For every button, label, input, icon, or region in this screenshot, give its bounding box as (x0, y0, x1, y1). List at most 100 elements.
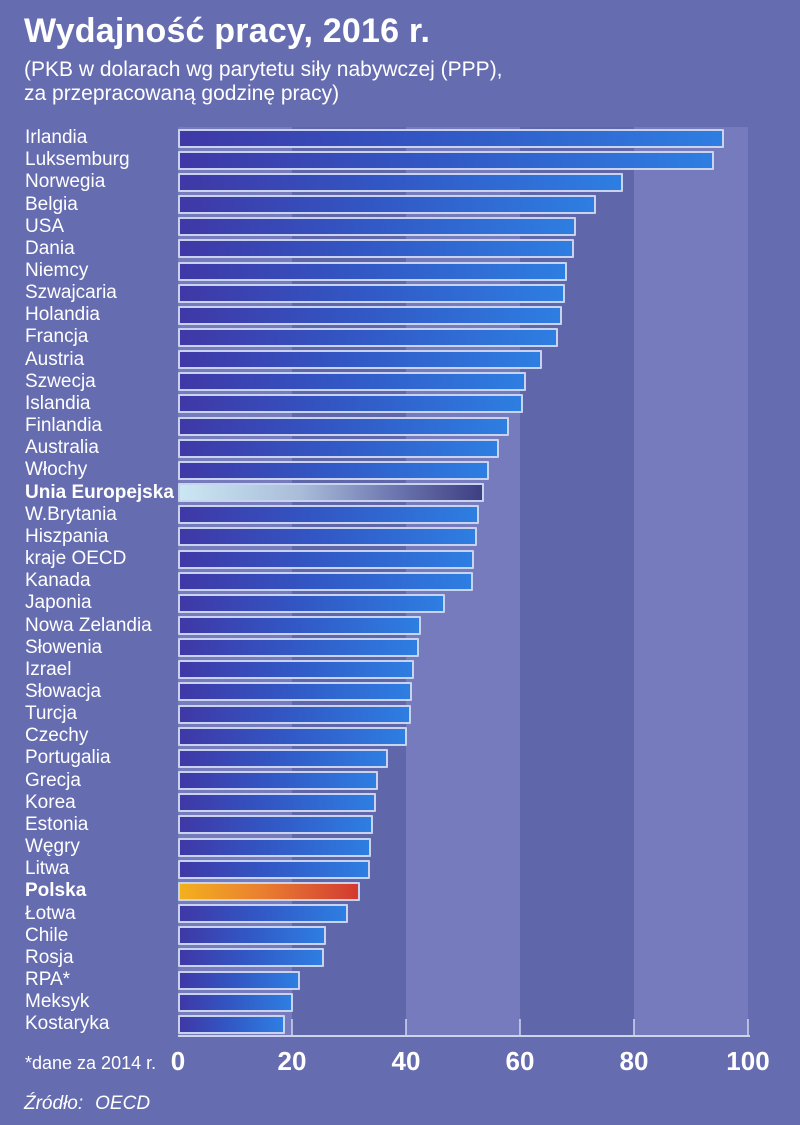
bar (178, 527, 477, 547)
bar-row: Nowa Zelandia (25, 614, 748, 636)
category-label: Chile (25, 924, 69, 946)
bar-row: Słowenia (25, 637, 748, 659)
category-label: Holandia (25, 304, 100, 326)
bar (178, 239, 574, 259)
bar-row: Norwegia (25, 171, 748, 193)
bar (178, 372, 527, 392)
x-axis-tick-label: 20 (277, 1046, 307, 1076)
bar (178, 815, 373, 835)
bar-row: W.Brytania (25, 504, 748, 526)
category-label: Czechy (25, 725, 89, 747)
bar-row: Japonia (25, 592, 748, 614)
category-label: Unia Europejska (25, 481, 174, 503)
bar (178, 660, 414, 680)
bar-row: Kanada (25, 570, 748, 592)
bar-row: Niemcy (25, 260, 748, 282)
category-label: Izrael (25, 658, 72, 680)
bar (178, 261, 567, 281)
category-label: Japonia (25, 592, 92, 614)
bar (178, 438, 500, 458)
bar-row: Luksemburg (25, 149, 748, 171)
category-label: Dania (25, 237, 75, 259)
source-text: Źródło: OECD (24, 1093, 150, 1115)
category-label: Australia (25, 437, 99, 459)
bar (178, 283, 566, 303)
category-label: Francja (25, 326, 89, 348)
category-label: Kanada (25, 570, 91, 592)
bar (178, 128, 725, 148)
bar-row: Dania (25, 238, 748, 260)
bar (178, 460, 490, 480)
bar (178, 793, 376, 813)
footnote: *dane za 2014 r. (25, 1053, 157, 1073)
bar-row: Chile (25, 925, 748, 947)
bar (178, 926, 327, 946)
bar (178, 483, 485, 503)
category-label: Korea (25, 791, 76, 813)
grid-band-80-100 (634, 127, 748, 1036)
category-label: Szwajcaria (25, 282, 117, 304)
x-axis-line (178, 1035, 750, 1037)
bar-row: Litwa (25, 858, 748, 880)
bar (178, 571, 473, 591)
category-label: Estonia (25, 813, 89, 835)
bar (178, 704, 411, 724)
bar (178, 726, 408, 746)
category-label: Polska (25, 880, 87, 902)
bar (178, 682, 413, 702)
bar-row: Estonia (25, 814, 748, 836)
bar (178, 327, 559, 347)
category-label: Irlandia (25, 127, 88, 149)
bar (178, 748, 388, 768)
subtitle-line-2: za przepracowaną godzinę pracy) (24, 82, 340, 105)
tick-20 (291, 1019, 293, 1035)
category-label: Kostaryka (25, 1013, 110, 1035)
category-label: Słowenia (25, 636, 103, 658)
bar-row: Austria (25, 349, 748, 371)
category-label: Łotwa (25, 902, 76, 924)
bar-row: Meksyk (25, 991, 748, 1013)
bar (178, 948, 325, 968)
tick-100 (747, 1019, 749, 1035)
category-label: Węgry (25, 836, 80, 858)
bar (178, 394, 523, 414)
subtitle-line-1: (PKB w dolarach wg parytetu siły nabywcz… (24, 58, 503, 81)
bar-row: Włochy (25, 459, 748, 481)
bar-row: Kostaryka (25, 1013, 748, 1035)
x-axis-tick-label: 100 (726, 1046, 770, 1076)
x-axis-tick-label: 60 (505, 1046, 535, 1076)
tick-60 (519, 1019, 521, 1035)
bar (178, 859, 370, 879)
bar (178, 505, 479, 525)
tick-80 (633, 1019, 635, 1035)
bar (178, 172, 624, 192)
bar (178, 616, 421, 636)
bar-row: Islandia (25, 393, 748, 415)
bar-row: Turcja (25, 703, 748, 725)
bar-rows-container: Irlandia Luksemburg Norwegia Belgia USA … (25, 127, 748, 1036)
bar (178, 305, 562, 325)
bar-row: Unia Europejska (25, 482, 748, 504)
category-label: Austria (25, 348, 85, 370)
category-label: Litwa (25, 858, 70, 880)
bar (178, 416, 510, 436)
bar-row: Finlandia (25, 415, 748, 437)
bar (178, 217, 577, 237)
category-label: Belgia (25, 193, 78, 215)
category-label: Islandia (25, 392, 91, 414)
bar-row: Australia (25, 437, 748, 459)
bar-row: Szwecja (25, 371, 748, 393)
bar-row: Korea (25, 792, 748, 814)
bar (178, 195, 596, 215)
bar-row: Francja (25, 326, 748, 348)
bar (178, 638, 420, 658)
bar (178, 549, 475, 569)
bar-row: Węgry (25, 836, 748, 858)
source-value: OECD (95, 1093, 151, 1114)
x-axis-tick-label: 80 (619, 1046, 649, 1076)
bar-row: Polska (25, 880, 748, 902)
bar (178, 904, 349, 924)
bar-row: RPA* (25, 969, 748, 991)
bar-row: kraje OECD (25, 548, 748, 570)
x-axis-tick-label: 40 (391, 1046, 421, 1076)
